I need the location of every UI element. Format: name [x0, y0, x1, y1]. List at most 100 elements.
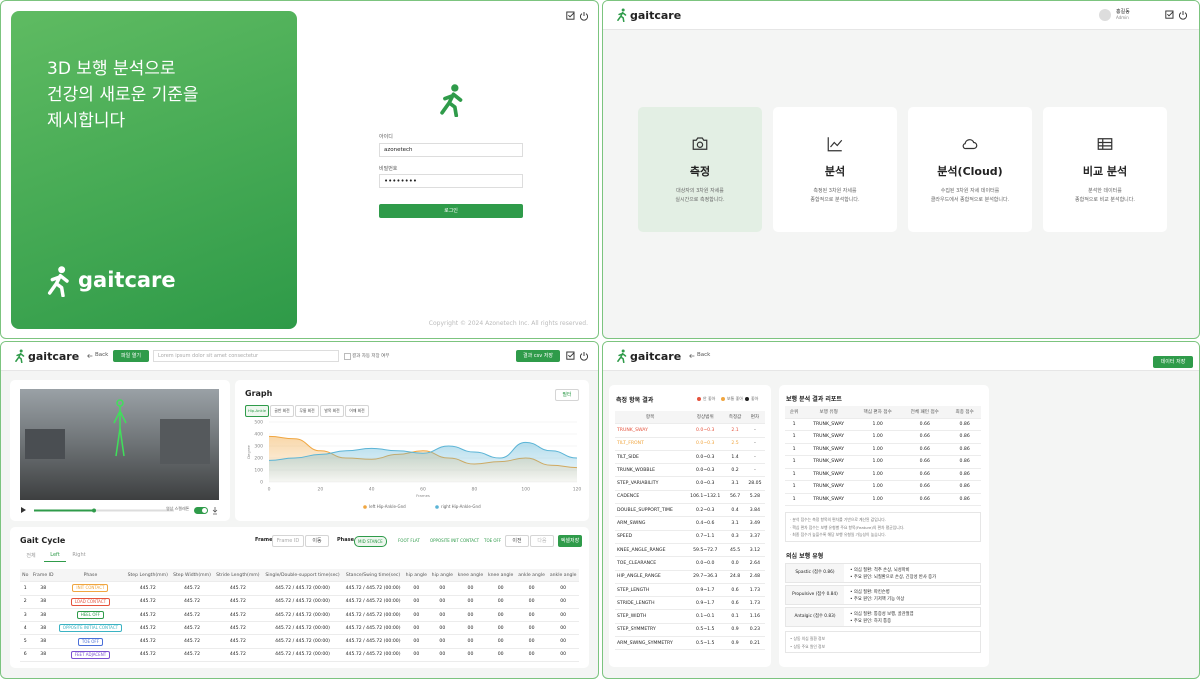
table-cell: TRUNK_SWAY	[803, 468, 855, 481]
table-cell: 445.72	[213, 621, 263, 636]
y-tick-label: 300	[254, 444, 263, 450]
back[interactable]: Back	[95, 352, 109, 358]
header	[603, 342, 1199, 371]
table-cell: 00	[429, 648, 456, 663]
login-button[interactable]: 로그인	[379, 204, 523, 218]
icon-path	[1097, 138, 1113, 150]
table-cell: TRUNK_SWAY	[803, 443, 855, 456]
suspect-item: • 주요 원인: 뇌질환으로 손상, 긴장성 반사 증가	[850, 575, 937, 580]
card-icon	[1097, 138, 1113, 150]
table-cell: 38	[30, 608, 56, 623]
menu-card[interactable]: 측정 대상자의 3차원 자세를 실시간으로 측정합니다.	[638, 107, 762, 232]
suspect-item: • 주요 원인: 기저핵 기능 이상	[850, 597, 905, 602]
phase-option[interactable]: FOOT FLAT	[398, 538, 420, 543]
graph-tab[interactable]: 무릎 회전	[295, 405, 319, 417]
search[interactable]: Lorem ipsum dolor sit amet consectetur	[153, 350, 339, 362]
table-cell: 3.84	[744, 503, 765, 518]
suspect-item: • 의심 질환: 통증성 보행, 골관절염	[850, 612, 914, 617]
video-controls[interactable]	[20, 506, 220, 516]
measure-screen: gaitcare Back 파일 열기 Lorem ipsum dolor si…	[0, 341, 599, 679]
gait-tab[interactable]: Left	[44, 552, 66, 562]
menu-card[interactable]: 분석 측정된 3차원 자세를 종합적으로 분석합니다.	[773, 107, 897, 232]
column-header: knee angle	[485, 569, 516, 583]
brand: gaitcare	[630, 350, 682, 363]
table-cell: 445.72 / 445.72 (00:00)	[342, 608, 404, 623]
table-cell: TOE_CLEARANCE	[615, 556, 686, 571]
column-header: Step Length(mm)	[124, 569, 171, 583]
next-button[interactable]: 다음	[530, 535, 554, 547]
table-cell: 0.2	[725, 463, 745, 478]
card-desc: 대상자의 3차원 자세를	[676, 188, 724, 194]
save-csv[interactable]: 결과 csv 저장	[516, 350, 560, 362]
pw-input[interactable]: ••••••••	[379, 174, 523, 188]
table-row: ARM_SWING 0.4~0.6 3.1 3.49	[615, 516, 765, 531]
avatar[interactable]	[1099, 9, 1111, 21]
table-cell: 0.86	[948, 480, 981, 494]
back-arrow[interactable]	[689, 353, 695, 359]
table-cell: 29.7~36.3	[685, 570, 726, 584]
table-cell: 445.72 / 445.72 (00:00)	[262, 634, 343, 649]
checkbox[interactable]	[344, 353, 351, 360]
phase-option[interactable]: TOE OFF	[484, 538, 502, 543]
table-row: 5 38 TOE OFF 445.72 445.72 445.72 445.72 / 445…	[20, 634, 579, 649]
table-cell: 1.00	[854, 418, 902, 431]
card-title: 측정	[689, 165, 711, 178]
graph-tab[interactable]: 어깨 회전	[345, 405, 369, 417]
table-row: 2 38 LOAD CONTACT 445.72 445.72 445.72 445.72 …	[20, 595, 579, 609]
table-cell: 0.21	[744, 636, 765, 651]
table-cell: 0.66	[901, 468, 949, 481]
table-cell: 1	[785, 430, 804, 444]
table-cell: 1.16	[744, 609, 765, 624]
table-cell: 00	[455, 621, 486, 636]
table-cell: DOUBLE_SUPPORT_TIME	[615, 503, 686, 518]
table-row: 3 38 HEEL OFF 445.72 445.72 445.72 445.72 / 44…	[20, 608, 579, 623]
header-row: 순위 보행 유형 핵심 편차 점수 전체 패턴 점수 최종 점수	[785, 406, 981, 419]
table-cell: TILT_SIDE	[615, 450, 686, 465]
top-icons[interactable]	[566, 351, 590, 361]
save-data[interactable]: 데이터 저장	[1153, 356, 1193, 368]
frame-button[interactable]: 이동	[305, 535, 329, 547]
table-cell: 2	[20, 595, 31, 609]
table-cell: 1.4	[725, 450, 745, 465]
table-cell: 38	[30, 634, 56, 649]
back-arrow[interactable]	[87, 353, 93, 359]
table-cell: 1	[20, 581, 31, 596]
table-cell: 0.6	[725, 583, 745, 598]
filter[interactable]: 필터	[555, 389, 579, 401]
column-header: Frame ID	[30, 569, 56, 583]
top-icons[interactable]	[566, 11, 590, 21]
graph-tab[interactable]: 발목 회전	[320, 405, 344, 417]
id-input[interactable]: azonetech	[379, 143, 523, 157]
table-cell: 0.1~0.1	[685, 609, 726, 624]
line	[268, 441, 578, 461]
gait-tab[interactable]: 전체	[26, 553, 36, 559]
video[interactable]	[20, 389, 219, 500]
graph-tab[interactable]: 골반 회전	[270, 405, 294, 417]
column-header: 측정값	[725, 411, 745, 425]
table-cell: 0.0	[725, 556, 745, 571]
phase-option[interactable]: MID STANCE	[354, 536, 387, 547]
top-icons[interactable]	[1165, 10, 1189, 20]
menu-card[interactable]: 비교 분석 분석한 데이터를 종합적으로 비교 분석합니다.	[1043, 107, 1167, 232]
brand: gaitcare	[28, 350, 80, 363]
icon-path	[692, 137, 708, 150]
back[interactable]: Back	[697, 352, 711, 358]
table-row: STEP_VARIABILITY 0.0~0.3 3.1 28.05	[615, 476, 765, 491]
prev-button[interactable]: 이전	[505, 535, 529, 547]
legend-dot	[697, 397, 701, 401]
open-file[interactable]: 파일 열기	[113, 350, 149, 362]
gait-tab[interactable]: Right	[72, 552, 86, 558]
copyright: Copyright © 2024 Azonetech Inc. All righ…	[428, 320, 588, 327]
graph-tab[interactable]: Hip-Ankle	[245, 405, 269, 417]
column-header: ankle angle	[515, 569, 548, 583]
footnote-box: • 상동 의심 질환 정보 • 상동 주요 원인 정보	[785, 631, 981, 653]
export-button[interactable]: 엑셀저장	[558, 535, 582, 547]
phase-option[interactable]: OPPOSITE INIT CONTACT	[430, 538, 480, 543]
menu-card[interactable]: 분석(Cloud) 수집된 3차원 자세 데이터를 클라우드에서 종합적으로 분석합…	[908, 107, 1032, 232]
table-cell: 3.12	[744, 543, 765, 558]
frame-input[interactable]: Frame ID	[272, 535, 304, 547]
legend-swatch	[363, 505, 367, 509]
table-cell: STEP_SYMMETRY	[615, 623, 686, 638]
table-cell: 00	[547, 648, 579, 663]
x-tick-label: 80	[471, 487, 477, 493]
